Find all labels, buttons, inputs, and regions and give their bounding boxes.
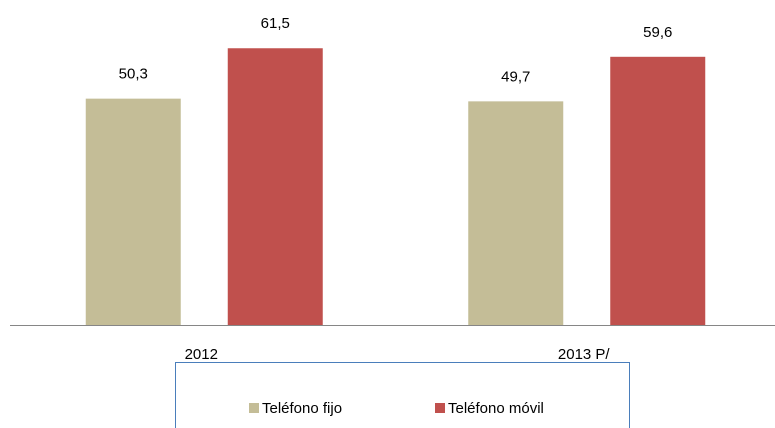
- legend-swatch: [249, 403, 259, 413]
- x-tick-label: 2012: [185, 346, 218, 363]
- legend-box: [175, 362, 630, 428]
- bar: [227, 48, 323, 325]
- value-label: 50,3: [119, 66, 148, 83]
- bar: [468, 101, 564, 325]
- value-label: 59,6: [643, 24, 672, 41]
- bar: [610, 56, 706, 326]
- value-label: 49,7: [501, 68, 530, 85]
- legend-label: Teléfono fijo: [262, 400, 342, 417]
- value-label: 61,5: [261, 15, 290, 32]
- x-tick-label: 2013 P/: [558, 346, 611, 363]
- bar: [85, 98, 181, 326]
- legend-label: Teléfono móvil: [448, 400, 544, 417]
- legend-swatch: [435, 403, 445, 413]
